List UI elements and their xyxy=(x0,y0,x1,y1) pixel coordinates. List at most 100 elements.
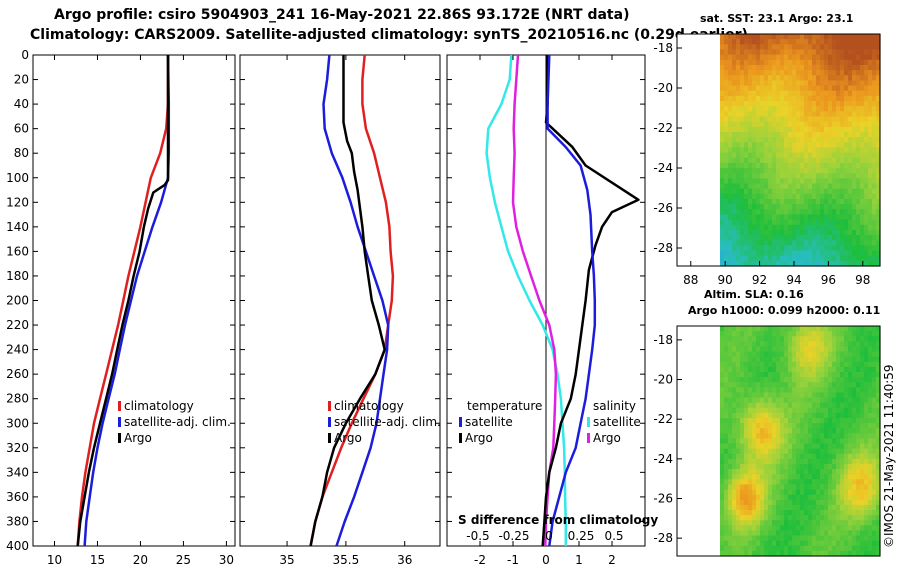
map-cell xyxy=(792,209,797,216)
map-cell xyxy=(832,209,837,216)
map-cell xyxy=(840,392,845,399)
map-cell xyxy=(784,535,789,542)
map-cell xyxy=(840,535,845,542)
x-tick-label: 36 xyxy=(397,553,412,567)
map-cell xyxy=(764,366,769,373)
map-cell xyxy=(864,85,869,92)
map-cell xyxy=(776,101,781,107)
map-cell xyxy=(736,34,741,40)
map-cell xyxy=(732,520,737,526)
map-cell xyxy=(836,209,841,216)
map-cell xyxy=(868,453,873,460)
map-cell xyxy=(776,219,781,226)
map-cell xyxy=(788,453,793,460)
map-cell xyxy=(816,137,821,143)
map-cell xyxy=(808,520,813,526)
map-cell xyxy=(776,54,781,61)
map-cell xyxy=(784,474,789,480)
y-tick-label: 20 xyxy=(14,73,29,87)
map-cell xyxy=(748,193,753,200)
map-cell xyxy=(788,183,793,190)
map-cell xyxy=(864,54,869,61)
map-cell xyxy=(784,188,789,195)
map-cell xyxy=(736,198,741,205)
map-cell xyxy=(840,137,845,143)
map-cell xyxy=(744,474,749,480)
map-cell xyxy=(752,392,757,399)
map-cell xyxy=(772,397,777,404)
map-cell xyxy=(772,469,777,475)
map-cell xyxy=(788,464,793,470)
map-cell xyxy=(796,356,801,363)
map-cell xyxy=(856,448,861,455)
map-cell xyxy=(736,147,741,154)
map-cell xyxy=(728,453,733,460)
map-cell xyxy=(772,530,777,537)
map-cell xyxy=(752,407,757,414)
map-cell xyxy=(868,392,873,399)
map-cell xyxy=(744,131,749,138)
x-tick-label: 20 xyxy=(133,553,148,567)
map-cell xyxy=(852,157,857,164)
map-cell xyxy=(848,464,853,470)
map-cell xyxy=(764,392,769,399)
map-cell xyxy=(752,433,757,440)
map-cell xyxy=(780,90,785,97)
map-cell xyxy=(740,499,745,506)
map-cell xyxy=(724,250,729,257)
map-cell xyxy=(808,346,813,353)
map-cell xyxy=(828,351,833,358)
map-cell xyxy=(732,423,737,429)
map-cell xyxy=(840,469,845,475)
map-cell xyxy=(844,137,849,143)
map-cell xyxy=(812,224,817,231)
map-cell xyxy=(852,75,857,81)
map-cell xyxy=(804,34,809,40)
map-cell xyxy=(876,336,881,342)
map-cell xyxy=(744,336,749,342)
map-cell xyxy=(740,453,745,460)
map-cell xyxy=(824,540,829,547)
map-cell xyxy=(828,255,833,262)
map-cell xyxy=(768,469,773,475)
map-cell xyxy=(784,44,789,51)
map-cell xyxy=(836,39,841,45)
map-cell xyxy=(844,520,849,526)
map-cell xyxy=(828,95,833,102)
map-cell xyxy=(820,178,825,185)
map-cell xyxy=(868,336,873,342)
map-cell xyxy=(840,545,845,552)
y-tick-label: 380 xyxy=(6,514,29,528)
map-cell xyxy=(800,214,805,221)
map-cell xyxy=(772,162,777,169)
map-cell xyxy=(780,510,785,516)
map-cell xyxy=(804,44,809,51)
map-cell xyxy=(804,126,809,133)
map-cell xyxy=(864,137,869,143)
map-cell xyxy=(872,54,877,61)
map-cell xyxy=(868,64,873,71)
map-cell xyxy=(856,428,861,434)
map-cell xyxy=(868,397,873,404)
map-cell xyxy=(752,245,757,252)
map-cell xyxy=(836,64,841,71)
map-cell xyxy=(840,224,845,231)
map-cell xyxy=(728,499,733,506)
map-cell xyxy=(740,382,745,388)
map-cell xyxy=(784,59,789,66)
map-cell xyxy=(724,479,729,486)
map-cell xyxy=(740,188,745,195)
map-cell xyxy=(824,418,829,424)
map-cell xyxy=(756,49,761,56)
map-cell xyxy=(876,525,881,532)
map-cell xyxy=(768,101,773,107)
map-cell xyxy=(784,331,789,337)
map-cell xyxy=(780,438,785,445)
map-cell xyxy=(724,85,729,92)
map-cell xyxy=(840,209,845,216)
map-cell xyxy=(760,178,765,185)
map-cell xyxy=(800,351,805,358)
map-cell xyxy=(748,111,753,118)
map-cell xyxy=(848,402,853,409)
map-cell xyxy=(740,121,745,128)
